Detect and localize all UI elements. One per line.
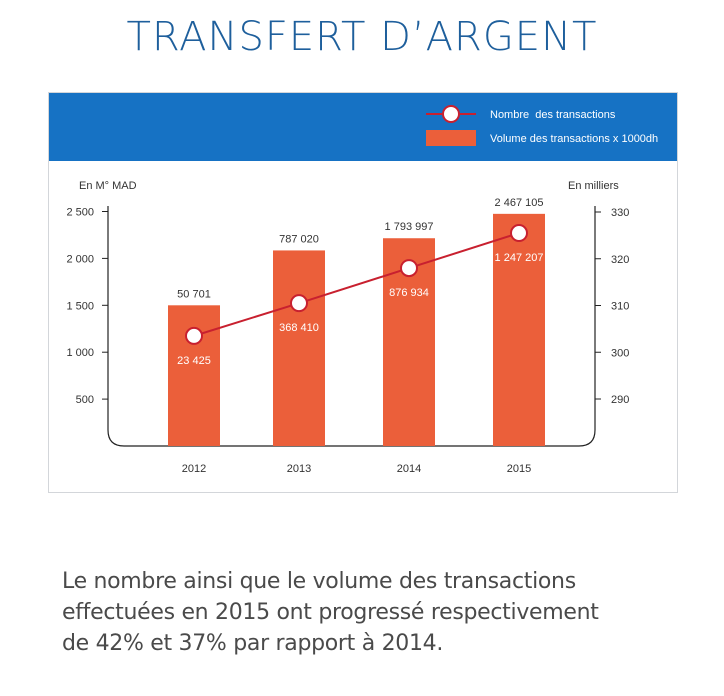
left-tick-label: 1 000 [66, 347, 94, 359]
line-point-2012 [185, 326, 203, 345]
line-point-2015 [510, 224, 528, 243]
right-axis: 290 300 310 320 330 [595, 207, 629, 406]
line-point-2014 [400, 259, 418, 278]
bar-series: 50 701 787 020 1 793 997 2 467 105 [168, 197, 545, 446]
left-axis: 500 1 000 1 500 2 000 2 500 [66, 207, 108, 406]
legend-line-label: Nombre des transactions [490, 109, 616, 121]
legend-bar-label: Volume des transactions x 1000dh [490, 133, 658, 145]
x-tick-label: 2012 [182, 463, 206, 475]
right-tick-label: 310 [611, 301, 629, 313]
legend: Nombre des transactions Volume des trans… [426, 105, 658, 146]
bar-2013 [273, 250, 325, 446]
right-axis-title: En milliers [568, 180, 619, 192]
page-title: TRANSFERT D’ARGENT [126, 14, 598, 60]
left-axis-title: En M° MAD [79, 180, 137, 192]
bar-value-label: 787 020 [279, 233, 319, 245]
line-value-label: 23 425 [177, 355, 211, 367]
right-tick-label: 330 [611, 207, 629, 219]
combo-chart: Nombre des transactions Volume des trans… [66, 105, 658, 475]
caption-line-3: de 42% et 37% par rapport à 2014. [62, 631, 444, 656]
left-tick-label: 2 500 [66, 207, 94, 219]
legend-bar-swatch [426, 130, 476, 146]
caption-line-2: effectuées en 2015 ont progressé respect… [62, 600, 599, 625]
x-axis: 2012 2013 2014 2015 [182, 463, 531, 475]
caption-line-1: Le nombre ainsi que le volume des transa… [62, 569, 576, 594]
legend-marker-swatch [442, 105, 460, 123]
line-value-label: 1 247 207 [495, 252, 544, 264]
right-tick-label: 300 [611, 347, 629, 359]
bar-2012 [168, 305, 220, 446]
x-tick-label: 2015 [507, 463, 531, 475]
bar-value-label: 2 467 105 [495, 197, 544, 209]
x-tick-label: 2014 [397, 463, 421, 475]
bar-2015 [493, 213, 545, 446]
right-tick-label: 290 [611, 394, 629, 406]
line-path [193, 232, 520, 337]
bar-value-label: 50 701 [177, 288, 211, 300]
chart-panel [48, 92, 678, 493]
line-value-label: 368 410 [279, 322, 319, 334]
legend-band [49, 93, 677, 161]
line-value-label: 876 934 [389, 287, 429, 299]
bar-value-label: 1 793 997 [385, 221, 434, 233]
caption: Le nombre ainsi que le volume des transa… [62, 566, 682, 659]
left-tick-label: 500 [76, 394, 94, 406]
x-tick-label: 2013 [287, 463, 311, 475]
left-tick-label: 2 000 [66, 253, 94, 265]
plot-frame [107, 206, 596, 447]
right-tick-label: 320 [611, 254, 629, 266]
line-point-2013 [290, 294, 308, 313]
left-tick-label: 1 500 [66, 300, 94, 312]
line-series: 23 425 368 410 876 934 1 247 207 [177, 224, 544, 367]
